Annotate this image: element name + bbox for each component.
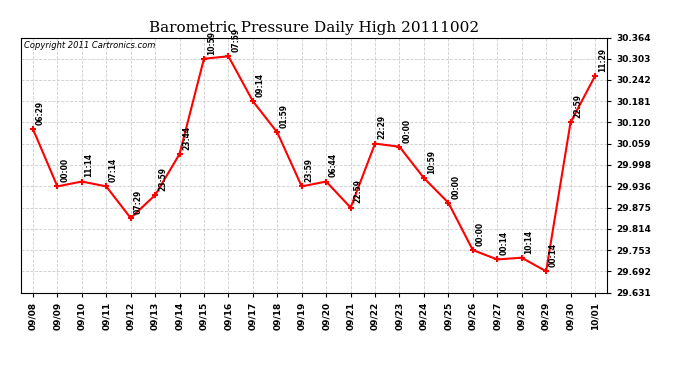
Text: 11:14: 11:14 [85,153,94,177]
Text: 07:59: 07:59 [231,28,240,52]
Text: 06:44: 06:44 [329,153,338,177]
Text: Copyright 2011 Cartronics.com: Copyright 2011 Cartronics.com [23,41,155,50]
Text: 07:14: 07:14 [109,158,118,182]
Text: 22:59: 22:59 [353,180,362,204]
Text: 00:14: 00:14 [500,231,509,255]
Text: 23:59: 23:59 [158,167,167,191]
Text: 00:14: 00:14 [549,243,558,267]
Text: 00:00: 00:00 [451,174,460,199]
Text: 00:00: 00:00 [475,222,484,246]
Text: 10:59: 10:59 [207,30,216,54]
Text: 22:59: 22:59 [573,94,582,118]
Text: 11:29: 11:29 [598,48,607,72]
Title: Barometric Pressure Daily High 20111002: Barometric Pressure Daily High 20111002 [149,21,479,35]
Text: 01:59: 01:59 [280,104,289,128]
Text: 09:14: 09:14 [255,73,265,97]
Text: 23:59: 23:59 [304,158,313,182]
Text: 00:00: 00:00 [402,118,411,142]
Text: 23:44: 23:44 [182,126,191,150]
Text: 06:29: 06:29 [36,101,45,125]
Text: 07:29: 07:29 [133,190,142,214]
Text: 10:14: 10:14 [524,230,533,254]
Text: 00:00: 00:00 [60,158,69,182]
Text: 10:59: 10:59 [426,150,435,174]
Text: 22:29: 22:29 [378,116,387,140]
